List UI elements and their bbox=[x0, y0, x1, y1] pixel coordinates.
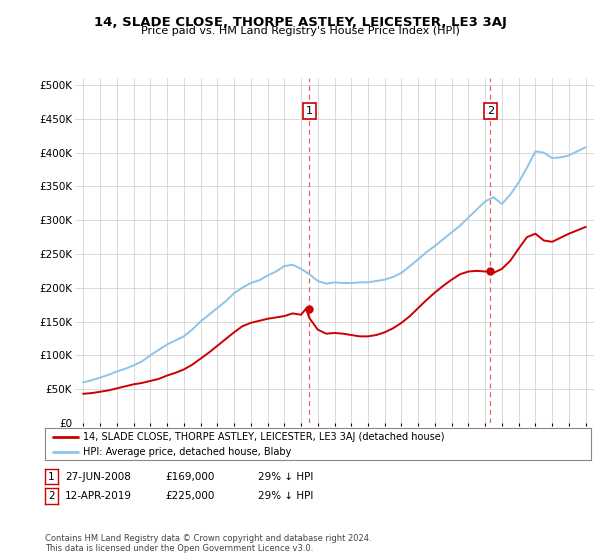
Text: 14, SLADE CLOSE, THORPE ASTLEY, LEICESTER, LE3 3AJ: 14, SLADE CLOSE, THORPE ASTLEY, LEICESTE… bbox=[94, 16, 506, 29]
Text: £225,000: £225,000 bbox=[165, 491, 214, 501]
Text: 2: 2 bbox=[487, 106, 494, 116]
Text: Price paid vs. HM Land Registry's House Price Index (HPI): Price paid vs. HM Land Registry's House … bbox=[140, 26, 460, 36]
Text: 12-APR-2019: 12-APR-2019 bbox=[65, 491, 132, 501]
Text: 1: 1 bbox=[306, 106, 313, 116]
Text: HPI: Average price, detached house, Blaby: HPI: Average price, detached house, Blab… bbox=[83, 447, 292, 457]
Text: Contains HM Land Registry data © Crown copyright and database right 2024.
This d: Contains HM Land Registry data © Crown c… bbox=[45, 534, 371, 553]
Text: 1: 1 bbox=[48, 472, 55, 482]
Text: £169,000: £169,000 bbox=[165, 472, 214, 482]
Text: 29% ↓ HPI: 29% ↓ HPI bbox=[258, 491, 313, 501]
Text: 2: 2 bbox=[48, 491, 55, 501]
Text: 27-JUN-2008: 27-JUN-2008 bbox=[65, 472, 131, 482]
Text: 29% ↓ HPI: 29% ↓ HPI bbox=[258, 472, 313, 482]
Text: 14, SLADE CLOSE, THORPE ASTLEY, LEICESTER, LE3 3AJ (detached house): 14, SLADE CLOSE, THORPE ASTLEY, LEICESTE… bbox=[83, 432, 445, 442]
